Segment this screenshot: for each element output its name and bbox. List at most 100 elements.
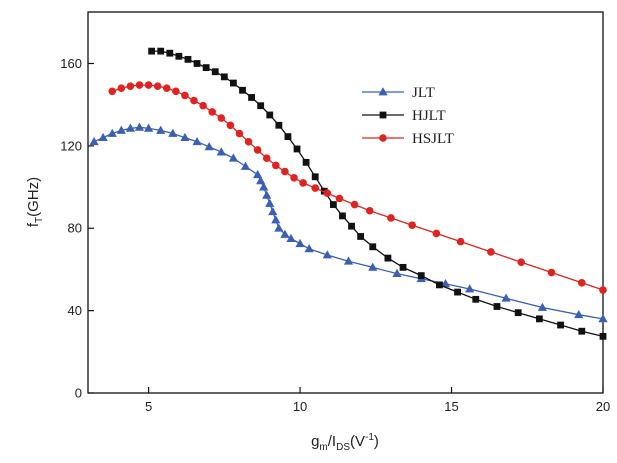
data-point-triangle [465,284,475,293]
data-point-square [166,49,174,57]
data-point-square [357,233,365,240]
y-axis-label-main: f [25,222,42,227]
data-point-circle [456,237,465,246]
legend-item-jlt: JLT [362,85,435,101]
data-point-square [514,309,522,317]
data-point-circle [217,114,226,122]
data-point-circle [262,154,271,163]
series-hjlt [148,47,607,340]
data-point-circle [547,268,556,277]
data-point-circle [387,214,395,222]
data-point-circle [153,82,162,90]
x-axis-label-slash: /I [328,433,336,450]
data-point-square [284,133,292,140]
data-point-circle [126,82,135,90]
x-tick-label: 20 [596,399,610,414]
data-point-circle [281,167,289,176]
data-point-triangle [98,132,108,142]
x-axis-ticks: 5 10 15 20 [145,387,610,414]
data-point-circle [117,84,126,92]
data-point-circle [517,258,526,267]
data-point-triangle [501,293,511,302]
data-point-circle [190,96,198,105]
data-point-triangle [134,122,145,131]
data-point-square [293,145,301,153]
data-point-circle [199,101,207,110]
data-point-triangle [378,87,388,96]
data-point-square [454,288,461,296]
data-point-circle [365,206,374,215]
data-point-circle [432,229,441,238]
data-point-triangle [125,123,136,132]
data-point-square [599,332,607,340]
data-point-circle [350,200,359,209]
y-axis-label-sub: T [34,217,45,223]
x-axis-label-sub1: m [319,442,327,453]
data-point-circle [235,129,244,138]
y-tick-label: 80 [68,221,82,236]
data-point-triangle [368,262,378,271]
data-point-triangle [280,229,290,238]
data-point-circle [335,194,344,203]
legend-item-hsjlt: HSJLT [362,131,454,147]
data-point-triangle [107,128,117,137]
data-point-square [211,68,219,76]
data-point-circle [253,146,262,154]
data-point-triangle [286,233,296,242]
data-point-triangle [259,182,269,191]
x-axis-label-unit: (V [350,433,365,450]
data-point-square [329,201,337,208]
data-point-circle [226,121,235,130]
data-point-triangle [256,176,266,185]
data-point-square [157,47,165,55]
data-point-square [193,60,201,67]
data-point-square [266,111,274,119]
x-tick-label: 5 [145,399,152,414]
data-point-circle [299,179,307,187]
data-point-triangle [271,215,281,224]
y-tick-label: 0 [75,386,82,401]
data-point-triangle [116,125,126,134]
data-point-square [578,327,586,335]
data-point-square [202,64,210,72]
x-axis-label: gm/IDS(V-1) [311,432,379,453]
series-line [151,50,604,338]
series-jlt [89,122,608,323]
data-point-triangle [89,136,99,146]
data-point-circle [144,81,153,89]
data-point-circle [599,286,607,294]
data-point-square [399,263,407,271]
data-point-circle [162,84,171,92]
data-point-square [257,102,265,110]
data-point-triangle [156,125,166,134]
data-point-triangle [574,309,584,319]
x-axis-label-main: g [311,433,319,450]
data-point-triangle [204,142,214,151]
y-tick-label: 160 [60,56,82,71]
legend-label: HJLT [412,108,446,124]
data-point-triangle [440,279,451,288]
data-point-square [384,254,392,262]
data-point-triangle [598,314,608,323]
data-point-triangle [274,223,284,232]
data-point-square [302,158,310,166]
data-point-square [239,86,246,94]
series-layer [89,47,608,340]
data-point-square [348,222,355,230]
data-point-triangle [253,169,263,179]
x-tick-label: 15 [444,399,458,414]
x-axis-label-close: ) [374,433,379,450]
data-point-circle [172,87,180,96]
data-point-square [311,173,319,181]
data-point-triangle [240,161,251,170]
data-point-triangle [295,238,305,248]
y-tick-label: 40 [68,303,82,318]
data-point-triangle [343,256,354,265]
data-point-square [436,281,443,289]
plot-frame [87,11,604,394]
data-point-circle [379,134,387,142]
data-point-circle [577,279,586,287]
data-point-square [379,111,387,119]
data-point-square [148,47,156,55]
data-point-triangle [392,268,402,277]
